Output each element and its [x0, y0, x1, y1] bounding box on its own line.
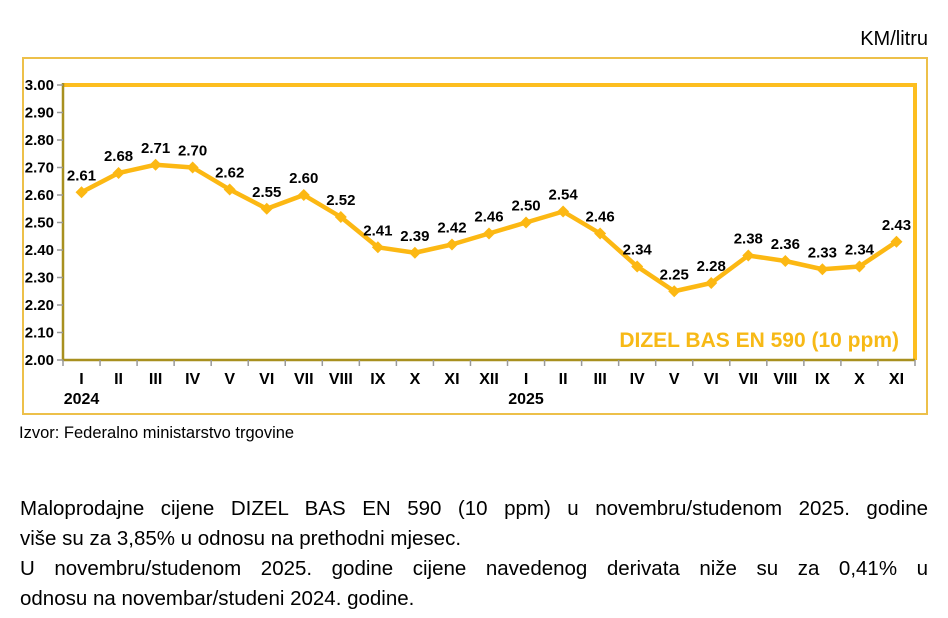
data-point-label: 2.43	[882, 217, 911, 234]
analysis-line: U novembru/studenom 2025. godine cijene …	[20, 557, 928, 580]
analysis-text: Maloprodajne cijene DIZEL BAS EN 590 (10…	[20, 494, 928, 614]
analysis-line: odnosu na novembar/studeni 2024. godine.	[20, 587, 415, 610]
x-axis-label: XI	[444, 371, 459, 388]
y-axis-label: 2.40	[25, 242, 54, 259]
data-point-label: 2.55	[252, 184, 281, 201]
data-point-marker	[371, 241, 384, 254]
y-axis-label: 2.80	[25, 132, 54, 149]
y-axis-label: 2.50	[25, 215, 54, 232]
x-axis-label: I	[79, 371, 83, 388]
x-axis-label: III	[149, 371, 162, 388]
y-axis-label: 2.10	[25, 325, 54, 342]
data-point-label: 2.60	[289, 170, 318, 187]
y-axis-label: 3.00	[25, 77, 54, 94]
x-axis-label: VIII	[329, 371, 353, 388]
legend-label: DIZEL BAS EN 590 (10 ppm)	[619, 329, 899, 352]
data-point-marker	[445, 238, 458, 251]
x-axis-label: I	[524, 371, 528, 388]
data-point-marker	[297, 189, 310, 201]
data-point-label: 2.25	[660, 266, 689, 283]
y-axis-label: 2.70	[25, 160, 54, 177]
data-point-label: 2.61	[67, 167, 96, 184]
data-point-label: 2.68	[104, 148, 133, 165]
data-point-label: 2.42	[437, 220, 466, 237]
unit-label: KM/litru	[860, 28, 928, 50]
x-axis-label: II	[559, 371, 568, 388]
data-point-marker	[594, 227, 607, 240]
x-axis-label: II	[114, 371, 123, 388]
data-point-label: 2.39	[400, 228, 429, 245]
y-axis-label: 2.60	[25, 187, 54, 204]
data-point-label: 2.50	[511, 198, 540, 215]
data-point-label: 2.34	[623, 242, 653, 259]
x-axis-label: XII	[479, 371, 499, 388]
data-point-label: 2.34	[845, 242, 875, 259]
x-axis-label: X	[854, 371, 865, 388]
x-axis-label: V	[669, 371, 680, 388]
x-axis-label: VI	[259, 371, 274, 388]
data-point-label: 2.36	[771, 236, 800, 253]
y-axis-label: 2.30	[25, 270, 54, 287]
year-label: 2025	[508, 391, 544, 408]
chart-area: 2.00 2.10 2.20 2.30 2.40 2.50 2.60 2.70 2.80 2.90…	[22, 57, 928, 415]
data-point-label: 2.52	[326, 192, 355, 209]
data-point-marker	[334, 211, 347, 223]
data-point-label: 2.41	[363, 222, 392, 239]
y-axis-label: 2.00	[25, 352, 54, 369]
data-point-label: 2.46	[474, 209, 503, 226]
price-line-chart: 2.00 2.10 2.20 2.30 2.40 2.50 2.60 2.70 2.80 2.90…	[25, 77, 917, 408]
data-point-marker	[75, 186, 88, 199]
x-axis-label: V	[224, 371, 235, 388]
data-point-label: 2.70	[178, 143, 207, 160]
x-axis-label: IX	[370, 371, 385, 388]
x-axis-label: IX	[815, 371, 830, 388]
data-point-marker	[705, 277, 718, 289]
data-point-marker	[483, 227, 495, 240]
x-axis-label: IV	[185, 371, 200, 388]
data-point-label: 2.71	[141, 140, 170, 157]
data-point-label: 2.38	[734, 231, 763, 248]
x-axis-label: VII	[294, 371, 314, 388]
data-point-label: 2.62	[215, 165, 244, 182]
x-axis-label: VI	[704, 371, 719, 388]
data-point-marker	[557, 205, 570, 218]
data-point-marker	[149, 158, 162, 171]
x-axis-label: IV	[630, 371, 645, 388]
analysis-line: Maloprodajne cijene DIZEL BAS EN 590 (10…	[20, 497, 928, 520]
data-point-label: 2.46	[586, 209, 615, 226]
data-point-marker	[112, 167, 125, 179]
data-point-marker	[853, 260, 866, 273]
data-point-marker	[408, 246, 421, 259]
x-axis-label: VII	[739, 371, 759, 388]
data-point-marker	[816, 263, 829, 276]
data-point-marker	[631, 260, 644, 273]
x-axis-label: X	[410, 371, 421, 388]
source-note: Izvor: Federalno ministarstvo trgovine	[19, 424, 295, 442]
data-point-marker	[520, 216, 533, 229]
data-point-marker	[223, 183, 236, 196]
data-point-marker	[260, 202, 273, 215]
data-point-label: 2.54	[548, 187, 578, 204]
data-point-label: 2.28	[697, 258, 726, 275]
analysis-line: više su za 3,85% u odnosu na prethodni m…	[20, 527, 462, 550]
data-point-marker	[890, 235, 903, 248]
data-point-marker	[668, 285, 681, 298]
data-point-label: 2.33	[808, 244, 837, 261]
y-axis-label: 2.90	[25, 105, 54, 122]
year-label: 2024	[64, 391, 100, 408]
data-point-marker	[742, 249, 755, 262]
data-point-marker	[779, 255, 792, 267]
y-axis-label: 2.20	[25, 297, 54, 314]
x-axis-label: XI	[889, 371, 904, 388]
x-axis-label: VIII	[773, 371, 797, 388]
data-point-marker	[186, 161, 199, 174]
x-axis-label: III	[593, 371, 606, 388]
plot-border	[63, 83, 917, 360]
